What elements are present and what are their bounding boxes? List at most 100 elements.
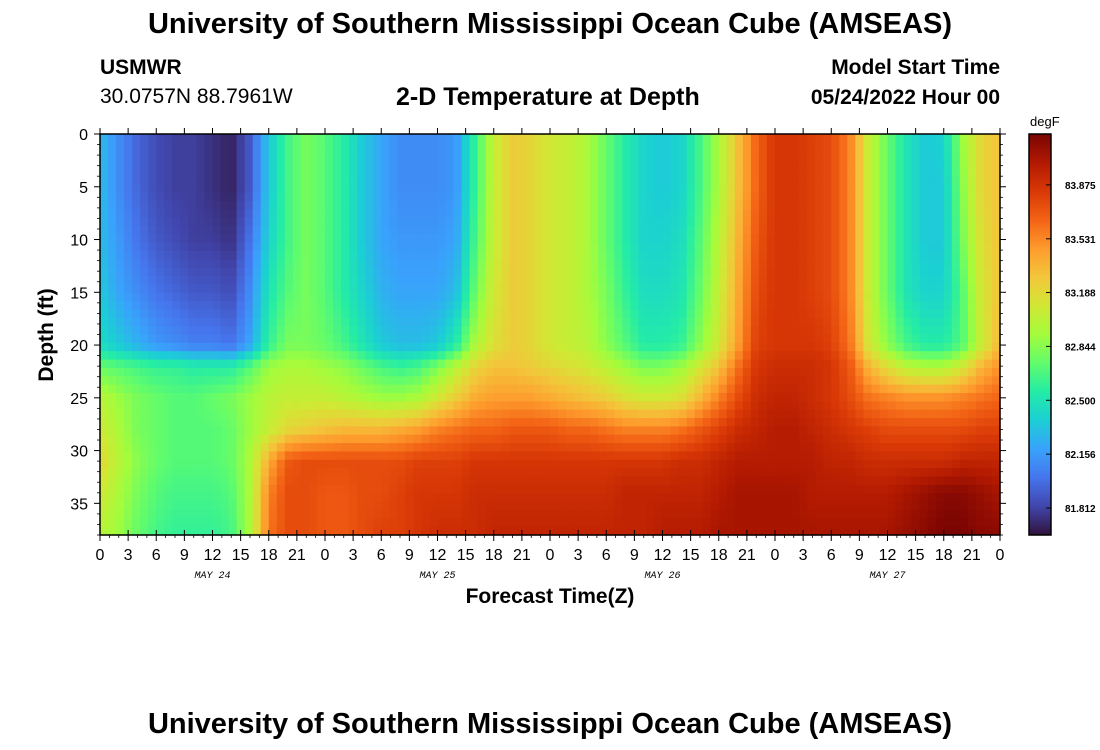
heatmap-cell bbox=[180, 284, 189, 294]
heatmap-cell bbox=[823, 301, 832, 311]
heatmap-cell bbox=[116, 493, 125, 503]
heatmap-cell bbox=[180, 242, 189, 252]
heatmap-cell bbox=[686, 134, 696, 143]
heatmap-cell bbox=[172, 434, 181, 444]
heatmap-cell bbox=[783, 401, 792, 411]
heatmap-cell bbox=[405, 392, 414, 402]
heatmap-cell bbox=[606, 418, 615, 427]
heatmap-cell bbox=[702, 276, 712, 285]
chart-subtitle: 2-D Temperature at Depth bbox=[396, 83, 700, 111]
heatmap-cell bbox=[694, 225, 704, 235]
heatmap-cell bbox=[284, 309, 294, 319]
heatmap-cell bbox=[606, 134, 615, 143]
heatmap-cell bbox=[807, 376, 816, 386]
heatmap-cell bbox=[927, 209, 937, 219]
heatmap-cell bbox=[847, 250, 856, 260]
heatmap-cell bbox=[220, 476, 230, 486]
heatmap-cell bbox=[750, 426, 760, 436]
heatmap-cell bbox=[887, 167, 897, 177]
heatmap-cell bbox=[678, 426, 688, 436]
station-coordinates: 30.0757N 88.7961W bbox=[100, 85, 293, 108]
heatmap-cell bbox=[413, 284, 423, 294]
heatmap-cell bbox=[268, 342, 278, 352]
heatmap-cell bbox=[710, 150, 720, 160]
heatmap-cell bbox=[590, 409, 599, 419]
heatmap-cell bbox=[951, 326, 961, 336]
heatmap-cell bbox=[935, 192, 945, 202]
heatmap-cell bbox=[357, 351, 366, 361]
heatmap-cell bbox=[799, 384, 808, 394]
heatmap-cell bbox=[445, 242, 455, 252]
heatmap-cell bbox=[100, 284, 109, 294]
heatmap-cell bbox=[742, 342, 752, 352]
heatmap-cell bbox=[421, 392, 431, 402]
heatmap-cell bbox=[276, 159, 286, 169]
heatmap-cell bbox=[566, 384, 575, 394]
heatmap-cell bbox=[132, 259, 141, 269]
heatmap-cell bbox=[943, 225, 953, 235]
heatmap-cell bbox=[734, 250, 744, 260]
heatmap-cell bbox=[903, 484, 913, 494]
heatmap-cell bbox=[284, 392, 294, 402]
heatmap-cell bbox=[469, 134, 479, 143]
heatmap-cell bbox=[895, 434, 905, 444]
heatmap-cell bbox=[630, 284, 639, 294]
heatmap-cell bbox=[975, 284, 985, 294]
heatmap-cell bbox=[734, 493, 744, 503]
heatmap-cell bbox=[983, 276, 993, 285]
heatmap-cell bbox=[292, 259, 302, 269]
heatmap-cell bbox=[983, 326, 993, 336]
heatmap-cell bbox=[871, 200, 881, 210]
heatmap-cell bbox=[662, 451, 672, 461]
heatmap-cell bbox=[300, 418, 310, 427]
heatmap-cell bbox=[638, 451, 648, 461]
heatmap-cell bbox=[935, 217, 945, 227]
heatmap-cell bbox=[236, 292, 246, 302]
heatmap-cell bbox=[903, 234, 913, 244]
heatmap-cell bbox=[678, 292, 688, 302]
heatmap-cell bbox=[437, 225, 447, 235]
heatmap-cell bbox=[172, 459, 181, 469]
heatmap-cell bbox=[140, 426, 149, 436]
heatmap-cell bbox=[108, 359, 117, 369]
heatmap-cell bbox=[614, 367, 623, 377]
heatmap-cell bbox=[172, 501, 181, 511]
heatmap-cell bbox=[606, 476, 615, 486]
heatmap-cell bbox=[212, 167, 222, 177]
heatmap-cell bbox=[148, 184, 157, 194]
heatmap-cell bbox=[863, 184, 873, 194]
heatmap-cell bbox=[405, 175, 414, 185]
heatmap-cell bbox=[533, 200, 543, 210]
heatmap-cell bbox=[188, 192, 198, 202]
heatmap-cell bbox=[582, 476, 591, 486]
heatmap-cell bbox=[156, 384, 165, 394]
heatmap-cell bbox=[196, 200, 206, 210]
heatmap-cell bbox=[533, 451, 543, 461]
heatmap-cell bbox=[469, 334, 479, 344]
heatmap-cell bbox=[871, 401, 881, 411]
heatmap-cell bbox=[429, 351, 439, 361]
heatmap-cell bbox=[911, 392, 921, 402]
heatmap-cell bbox=[750, 384, 760, 394]
heatmap-cell bbox=[783, 384, 792, 394]
heatmap-cell bbox=[879, 301, 889, 311]
heatmap-cell bbox=[638, 142, 648, 152]
heatmap-cell bbox=[847, 384, 856, 394]
heatmap-cell bbox=[421, 267, 431, 277]
heatmap-cell bbox=[140, 217, 149, 227]
heatmap-cell bbox=[220, 451, 230, 461]
heatmap-cell bbox=[509, 134, 519, 143]
heatmap-cell bbox=[437, 259, 447, 269]
heatmap-cell bbox=[847, 217, 856, 227]
heatmap-cell bbox=[646, 434, 656, 444]
heatmap-cell bbox=[252, 301, 262, 311]
heatmap-cell bbox=[927, 159, 937, 169]
heatmap-cell bbox=[541, 284, 551, 294]
heatmap-cell bbox=[397, 409, 406, 419]
heatmap-cell bbox=[750, 401, 760, 411]
heatmap-cell bbox=[204, 292, 214, 302]
heatmap-cell bbox=[863, 276, 873, 285]
heatmap-cell bbox=[598, 276, 607, 285]
heatmap-cell bbox=[228, 401, 238, 411]
heatmap-cell bbox=[799, 200, 808, 210]
